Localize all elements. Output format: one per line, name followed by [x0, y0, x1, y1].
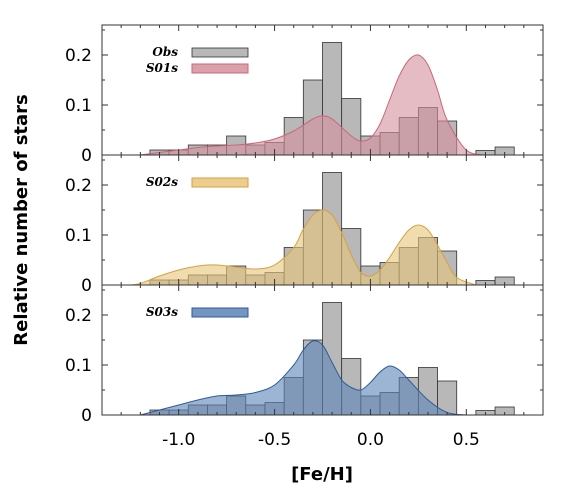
x-tick-label: 0.0 [357, 430, 384, 450]
x-tick-label: 0.5 [453, 430, 480, 450]
y-tick-label: 0 [81, 146, 92, 166]
model-area-s02s [130, 210, 476, 285]
y-tick-label: 0 [81, 406, 92, 426]
legend-label-s01s: S01s [146, 61, 178, 75]
model-area-s03s [140, 340, 467, 415]
panel-frame [101, 284, 544, 416]
y-tick-label: 0.1 [65, 96, 92, 116]
x-tick-label: -0.5 [258, 430, 291, 450]
model-area-s01s [140, 54, 486, 155]
y-axis-title: Relative number of stars [11, 94, 32, 346]
legend-swatch-obs [191, 47, 249, 58]
panel-s01s: 0 0.1 0.2 Obs S01s [65, 24, 544, 166]
y-tick-label: 0.2 [65, 306, 92, 326]
y-tick-label: 0 [81, 276, 92, 296]
model-line-s03s [140, 340, 467, 416]
legend-swatch-s01s [191, 63, 249, 74]
y-tick-label: 0.2 [65, 46, 92, 66]
chart-panels: 0 0.1 0.2 Obs S01s 0 0.1 0.2 S02s 0 0.1 0.2 S03s [65, 24, 544, 426]
x-axis-title: [Fe/H] [291, 464, 353, 485]
y-tick-label: 0.1 [65, 356, 92, 376]
panel-s03s: 0 0.1 0.2 S03s [65, 284, 544, 426]
panel-s02s: 0 0.1 0.2 S02s [65, 154, 544, 296]
legend-label-s02s: S02s [146, 175, 178, 189]
y-tick-label: 0.1 [65, 226, 92, 246]
legend-swatch-s02s [191, 177, 249, 188]
x-tick-label: -1.0 [162, 430, 195, 450]
x-tick-labels: -1.0 -0.5 0.0 0.5 [162, 430, 480, 450]
legend-swatch-s03s [191, 307, 249, 318]
legend-label-s03s: S03s [146, 305, 178, 319]
model-line-s02s [130, 209, 477, 286]
model-line-s01s [140, 54, 486, 156]
legend-label-obs: Obs [152, 45, 178, 59]
y-tick-label: 0.2 [65, 176, 92, 196]
